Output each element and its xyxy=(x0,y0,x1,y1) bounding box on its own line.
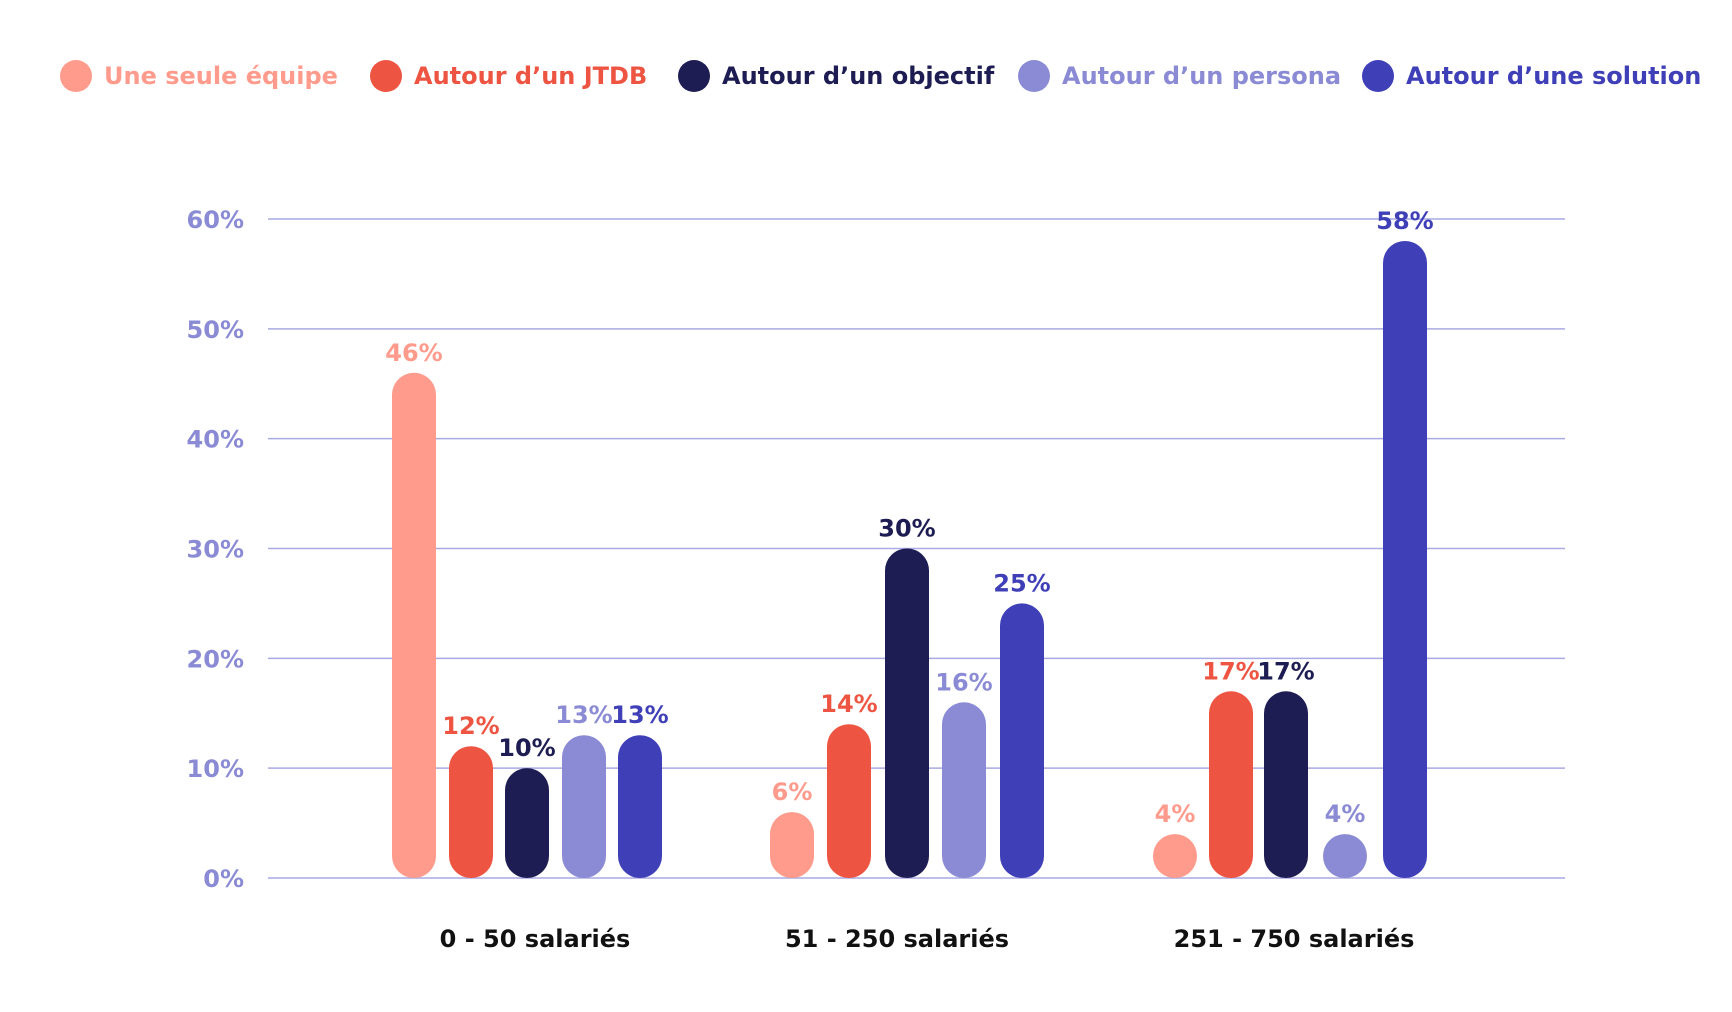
y-tick-label: 50% xyxy=(187,316,244,344)
bar xyxy=(1383,240,1427,878)
y-tick-label: 10% xyxy=(187,755,244,783)
data-label: 6% xyxy=(772,778,813,806)
legend-swatch xyxy=(370,60,402,92)
legend-swatch xyxy=(1362,60,1394,92)
data-label: 13% xyxy=(555,701,612,729)
data-label: 17% xyxy=(1257,657,1314,685)
bar xyxy=(449,746,493,878)
bar xyxy=(885,548,929,878)
bar xyxy=(1323,834,1367,878)
data-label: 25% xyxy=(993,569,1050,597)
bar xyxy=(1264,691,1308,878)
legend-label: Autour d’une solution xyxy=(1406,62,1702,90)
bar xyxy=(618,735,662,878)
bar xyxy=(1209,691,1253,878)
x-tick-label: 0 - 50 salariés xyxy=(440,925,631,953)
data-label: 4% xyxy=(1325,800,1366,828)
legend-label: Autour d’un objectif xyxy=(722,62,995,90)
bar xyxy=(562,735,606,878)
data-label: 13% xyxy=(611,701,668,729)
data-label: 16% xyxy=(935,668,992,696)
bar xyxy=(1000,603,1044,878)
legend-label: Autour d’un persona xyxy=(1062,62,1342,90)
y-tick-label: 0% xyxy=(203,865,244,893)
data-label: 10% xyxy=(498,734,555,762)
legend-item-autour-solution: Autour d’une solution xyxy=(1362,56,1701,96)
x-tick-label: 51 - 250 salariés xyxy=(785,925,1009,953)
y-tick-label: 20% xyxy=(187,645,244,673)
data-label: 58% xyxy=(1376,207,1433,235)
bar xyxy=(392,372,436,878)
legend-item-autour-objectif: Autour d’un objectif xyxy=(678,56,994,96)
bar xyxy=(505,768,549,878)
data-label: 30% xyxy=(878,515,935,543)
data-label: 4% xyxy=(1155,800,1196,828)
legend-swatch xyxy=(1018,60,1050,92)
y-tick-label: 60% xyxy=(187,206,244,234)
legend-item-une-seule-equipe: Une seule équipe xyxy=(60,56,338,96)
legend: Une seule équipe Autour d’un JTDB Autour… xyxy=(0,56,1732,96)
data-label: 12% xyxy=(442,712,499,740)
bar xyxy=(770,812,814,878)
data-label: 14% xyxy=(820,690,877,718)
data-label: 17% xyxy=(1202,657,1259,685)
legend-label: Autour d’un JTDB xyxy=(414,62,648,90)
x-tick-label: 251 - 750 salariés xyxy=(1174,925,1415,953)
legend-swatch xyxy=(678,60,710,92)
bar xyxy=(942,702,986,878)
legend-swatch xyxy=(60,60,92,92)
y-tick-label: 40% xyxy=(187,426,244,454)
y-tick-label: 30% xyxy=(187,536,244,564)
bar xyxy=(1153,834,1197,878)
legend-item-autour-persona: Autour d’un persona xyxy=(1018,56,1341,96)
data-label: 46% xyxy=(385,339,442,367)
legend-item-autour-jtdb: Autour d’un JTDB xyxy=(370,56,647,96)
legend-label: Une seule équipe xyxy=(104,62,338,90)
bar xyxy=(827,724,871,878)
